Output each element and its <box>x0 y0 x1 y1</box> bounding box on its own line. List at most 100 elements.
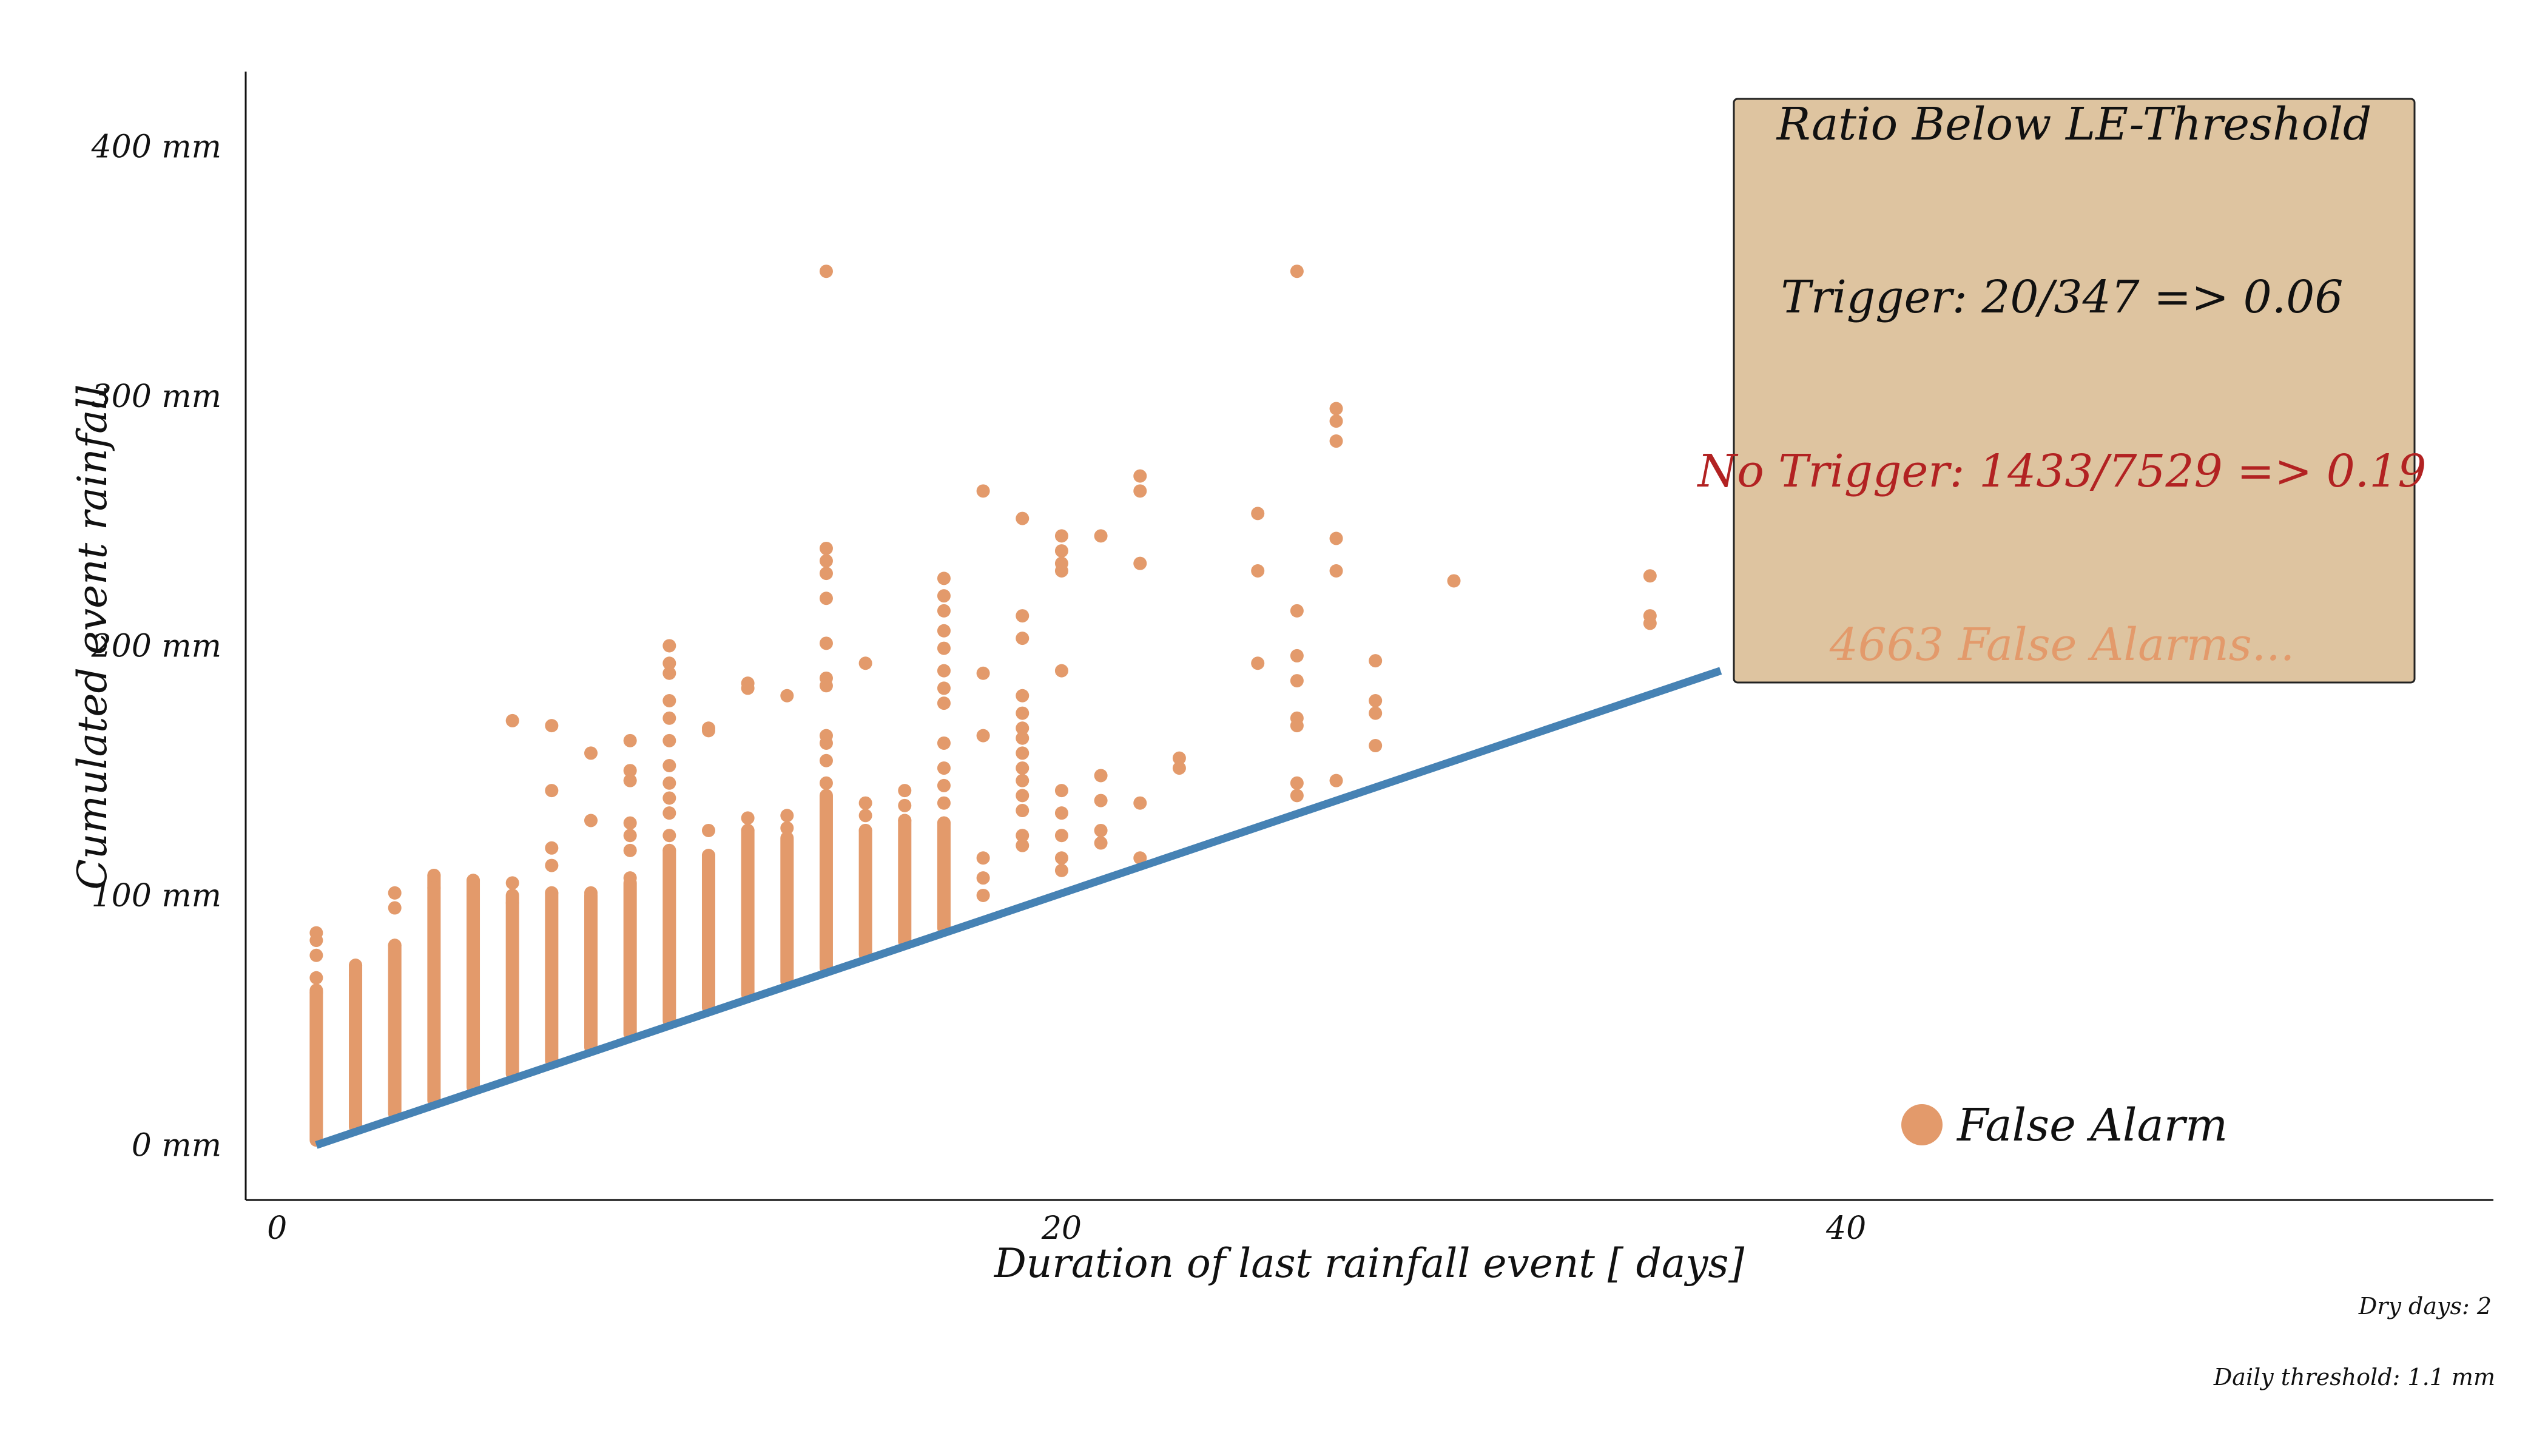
data-point <box>545 886 559 900</box>
data-point <box>1133 469 1147 483</box>
data-point <box>662 806 676 820</box>
data-point <box>741 681 755 695</box>
data-point <box>467 874 480 888</box>
data-point <box>1016 721 1030 735</box>
data-point <box>937 624 951 638</box>
data-point <box>858 823 872 837</box>
data-point <box>1054 806 1068 820</box>
data-point <box>1133 851 1147 865</box>
data-point <box>309 948 323 962</box>
data-point <box>937 816 951 830</box>
data-point <box>701 849 715 863</box>
data-point <box>1054 784 1068 798</box>
data-point <box>898 798 912 812</box>
data-point <box>505 896 519 910</box>
data-point <box>584 814 598 827</box>
data-point <box>898 784 912 798</box>
data-point <box>1016 511 1030 525</box>
data-point <box>780 809 794 823</box>
data-point <box>819 636 833 650</box>
data-point <box>1016 689 1030 703</box>
data-point <box>1016 774 1030 787</box>
data-point <box>701 724 715 738</box>
footnote-dry-days: Dry days: 2 <box>2358 1293 2492 1320</box>
data-point <box>1016 789 1030 803</box>
legend-marker <box>1901 1104 1943 1145</box>
data-point <box>937 778 951 792</box>
y-axis-label: Cumulated event rainfall <box>69 384 116 889</box>
data-point <box>819 736 833 750</box>
data-point <box>1016 731 1030 745</box>
data-point <box>1054 564 1068 578</box>
data-point <box>662 733 676 747</box>
data-point <box>1133 484 1147 498</box>
data-point <box>1054 829 1068 843</box>
data-point <box>1643 569 1657 583</box>
data-point <box>937 604 951 618</box>
data-point <box>1172 761 1186 775</box>
data-point <box>1133 796 1147 810</box>
data-point <box>1643 616 1657 630</box>
data-point <box>1094 794 1108 807</box>
data-point <box>819 554 833 568</box>
data-point <box>388 901 402 915</box>
annotation-no-trigger: No Trigger: 1433/7529 => 0.19 <box>1697 445 2427 497</box>
data-point <box>741 811 755 825</box>
data-point <box>623 829 637 843</box>
data-point <box>780 821 794 835</box>
legend: False Alarm <box>1901 1099 2228 1151</box>
x-tick-label: 20 <box>1041 1210 1082 1247</box>
data-point <box>819 541 833 555</box>
data-point <box>1172 751 1186 765</box>
data-point <box>1016 829 1030 843</box>
data-point <box>976 484 990 498</box>
data-point <box>976 871 990 885</box>
y-tick-label: 0 mm <box>132 1127 221 1164</box>
data-point <box>662 776 676 790</box>
data-point <box>819 753 833 767</box>
data-point <box>1251 564 1265 578</box>
data-point <box>1369 739 1383 753</box>
data-point <box>819 592 833 605</box>
data-point <box>1369 693 1383 707</box>
data-point <box>741 823 755 837</box>
data-point <box>1251 656 1265 670</box>
data-point <box>467 888 480 902</box>
data-point <box>427 869 441 883</box>
annotation-false-alarms: 4663 False Alarms... <box>1829 619 2295 671</box>
data-point <box>1329 414 1343 428</box>
data-point <box>937 571 951 585</box>
data-point <box>1290 265 1304 278</box>
x-tick-label: 0 <box>267 1210 287 1247</box>
data-point <box>1054 851 1068 865</box>
data-point <box>701 823 715 837</box>
data-point <box>937 761 951 775</box>
data-point <box>545 858 559 872</box>
data-point <box>937 796 951 810</box>
data-point <box>1054 664 1068 678</box>
data-point <box>662 791 676 805</box>
data-point <box>858 809 872 823</box>
data-point <box>1054 863 1068 877</box>
data-point <box>937 696 951 710</box>
data-point <box>623 764 637 778</box>
data-point <box>937 589 951 603</box>
data-point <box>1290 674 1304 688</box>
data-point <box>1133 556 1147 570</box>
data-point <box>1290 649 1304 662</box>
data-point <box>1447 574 1461 588</box>
data-point <box>584 886 598 900</box>
data-point <box>1094 769 1108 783</box>
data-point <box>1016 609 1030 623</box>
data-point <box>1016 804 1030 818</box>
data-point <box>388 886 402 900</box>
y-tick-label: 200 mm <box>91 628 221 664</box>
data-point <box>1329 774 1343 787</box>
data-point <box>819 567 833 581</box>
annotation-box-background <box>1733 98 2416 684</box>
data-point <box>505 876 519 890</box>
data-point <box>427 881 441 895</box>
data-point <box>819 776 833 790</box>
data-point <box>623 733 637 747</box>
